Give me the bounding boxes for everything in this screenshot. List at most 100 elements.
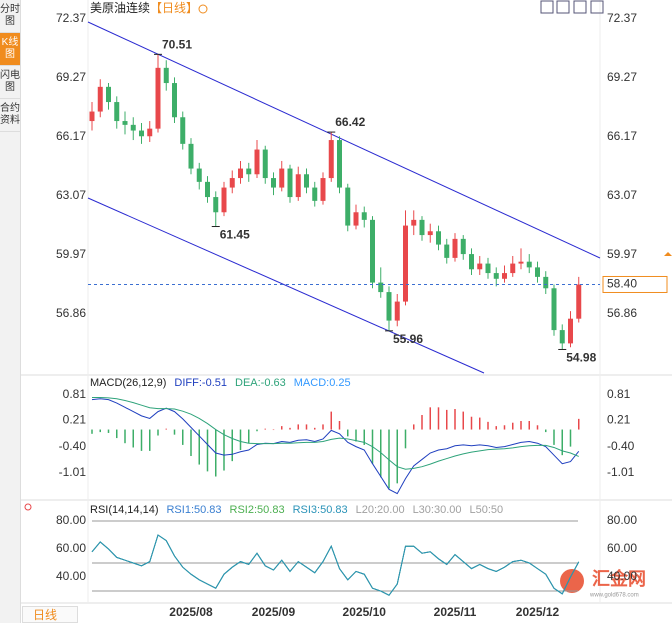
candle-body — [254, 149, 260, 175]
candle-body — [460, 238, 466, 255]
candle-body — [543, 276, 549, 289]
candle-body — [106, 86, 111, 103]
title-icon — [198, 4, 208, 14]
candle-body — [444, 244, 450, 258]
candle-body — [114, 102, 120, 122]
macd-bar — [446, 409, 448, 430]
macd-bar — [91, 429, 93, 434]
candle-body — [510, 263, 516, 274]
legend-entry: L30:30.00 — [413, 504, 462, 516]
macd-bar — [173, 429, 176, 435]
macd-bar — [223, 429, 225, 471]
macd-bar — [330, 411, 332, 430]
legend-entry: RSI3:50.83 — [293, 504, 348, 516]
candle-body — [551, 288, 557, 331]
candle-body — [576, 284, 582, 319]
settings-icon[interactable] — [24, 503, 32, 511]
macd-bar — [322, 424, 324, 430]
icon[interactable] — [556, 0, 570, 14]
title: 美原油连续 — [90, 0, 150, 15]
macd-bar — [470, 416, 473, 430]
candle-body — [518, 261, 524, 264]
y-tick-label-right: 63.07 — [607, 188, 637, 202]
macd-bar — [281, 426, 283, 430]
macd-bar — [487, 421, 489, 430]
candle-body — [493, 273, 499, 279]
candle-body — [155, 67, 161, 129]
extreme-label: 55.96 — [393, 332, 423, 346]
y-tick-label-right: 80.00 — [607, 513, 637, 527]
macd-bar — [190, 429, 192, 457]
y-tick-label: 59.97 — [56, 247, 86, 261]
macd-bar — [99, 429, 101, 433]
candle-body — [337, 140, 342, 188]
toolbar-icons[interactable] — [540, 0, 604, 14]
macd-bar — [545, 429, 547, 433]
macd-bar — [248, 429, 250, 444]
macd-bar — [140, 429, 143, 451]
candle-body — [469, 254, 474, 270]
macd-bar — [264, 428, 266, 430]
candle-body — [328, 140, 334, 179]
candle-body — [97, 86, 103, 112]
candle-body — [485, 263, 491, 274]
tab[interactable]: K线图 — [0, 33, 20, 66]
candle-body — [378, 282, 384, 293]
candle-body — [188, 143, 194, 169]
y-tick-label: 66.17 — [56, 129, 86, 143]
panel-header: RSI(14,14,14) RSI1:50.83 RSI2:50.83 RSI3:50… — [90, 504, 503, 516]
period-tab-label[interactable]: 日线 — [33, 608, 58, 622]
x-tick-label: 2025/12 — [516, 605, 560, 619]
macd-bar — [396, 429, 398, 484]
macd-bar — [421, 415, 423, 430]
icon[interactable] — [590, 0, 604, 14]
tab[interactable]: 闪电图 — [0, 66, 20, 99]
macd-bar — [561, 429, 563, 456]
macd-bar — [338, 420, 341, 430]
macd-bar — [347, 429, 349, 437]
candle-body — [229, 178, 235, 188]
y-tick-label-right: 59.97 — [607, 247, 637, 261]
y-tick-label-right: 0.81 — [607, 387, 631, 401]
tab[interactable]: 合约资料 — [0, 99, 20, 132]
candle-body — [130, 124, 136, 131]
candle-body — [147, 128, 153, 137]
macd-bar — [437, 407, 440, 430]
chart-title: 美原油连续【日线】 — [90, 0, 198, 15]
candle-body — [122, 121, 128, 125]
macd-bar — [149, 429, 151, 451]
period: 【日线】 — [150, 1, 198, 15]
candle-body — [213, 197, 219, 213]
candle-body — [403, 225, 408, 302]
watermark-url: www.gold678.com — [589, 593, 639, 599]
macd-bar — [553, 429, 555, 445]
price-arrow — [664, 252, 672, 256]
macd-bar — [429, 407, 431, 430]
candle-body — [370, 219, 375, 283]
icon[interactable] — [540, 0, 554, 14]
legend-entry: DEA:-0.63 — [235, 377, 286, 389]
y-tick-label-right: 66.17 — [607, 129, 637, 143]
last-price-box — [602, 275, 668, 293]
candle-body — [386, 292, 392, 321]
y-tick-label: 56.86 — [56, 306, 86, 320]
legend-entry: MACD:0.25 — [294, 377, 351, 389]
candle-body — [353, 212, 359, 226]
y-tick-label: 72.37 — [56, 11, 86, 25]
icon[interactable] — [573, 0, 587, 14]
y-tick-label: 80.00 — [56, 513, 86, 527]
period-tab[interactable]: 日线 — [22, 606, 78, 623]
macd-bar — [305, 424, 308, 430]
macd-bar — [182, 429, 184, 445]
candle-body — [568, 318, 573, 344]
candle-body — [180, 117, 186, 144]
candle-body — [419, 219, 425, 236]
candle-body — [312, 187, 318, 201]
macd-bar — [495, 426, 497, 430]
y-tick-label-right: 0.21 — [607, 413, 631, 427]
candle-body — [502, 273, 507, 279]
tab[interactable]: 分时图 — [0, 0, 20, 33]
candle-body — [262, 149, 268, 179]
candle-body — [526, 261, 532, 268]
